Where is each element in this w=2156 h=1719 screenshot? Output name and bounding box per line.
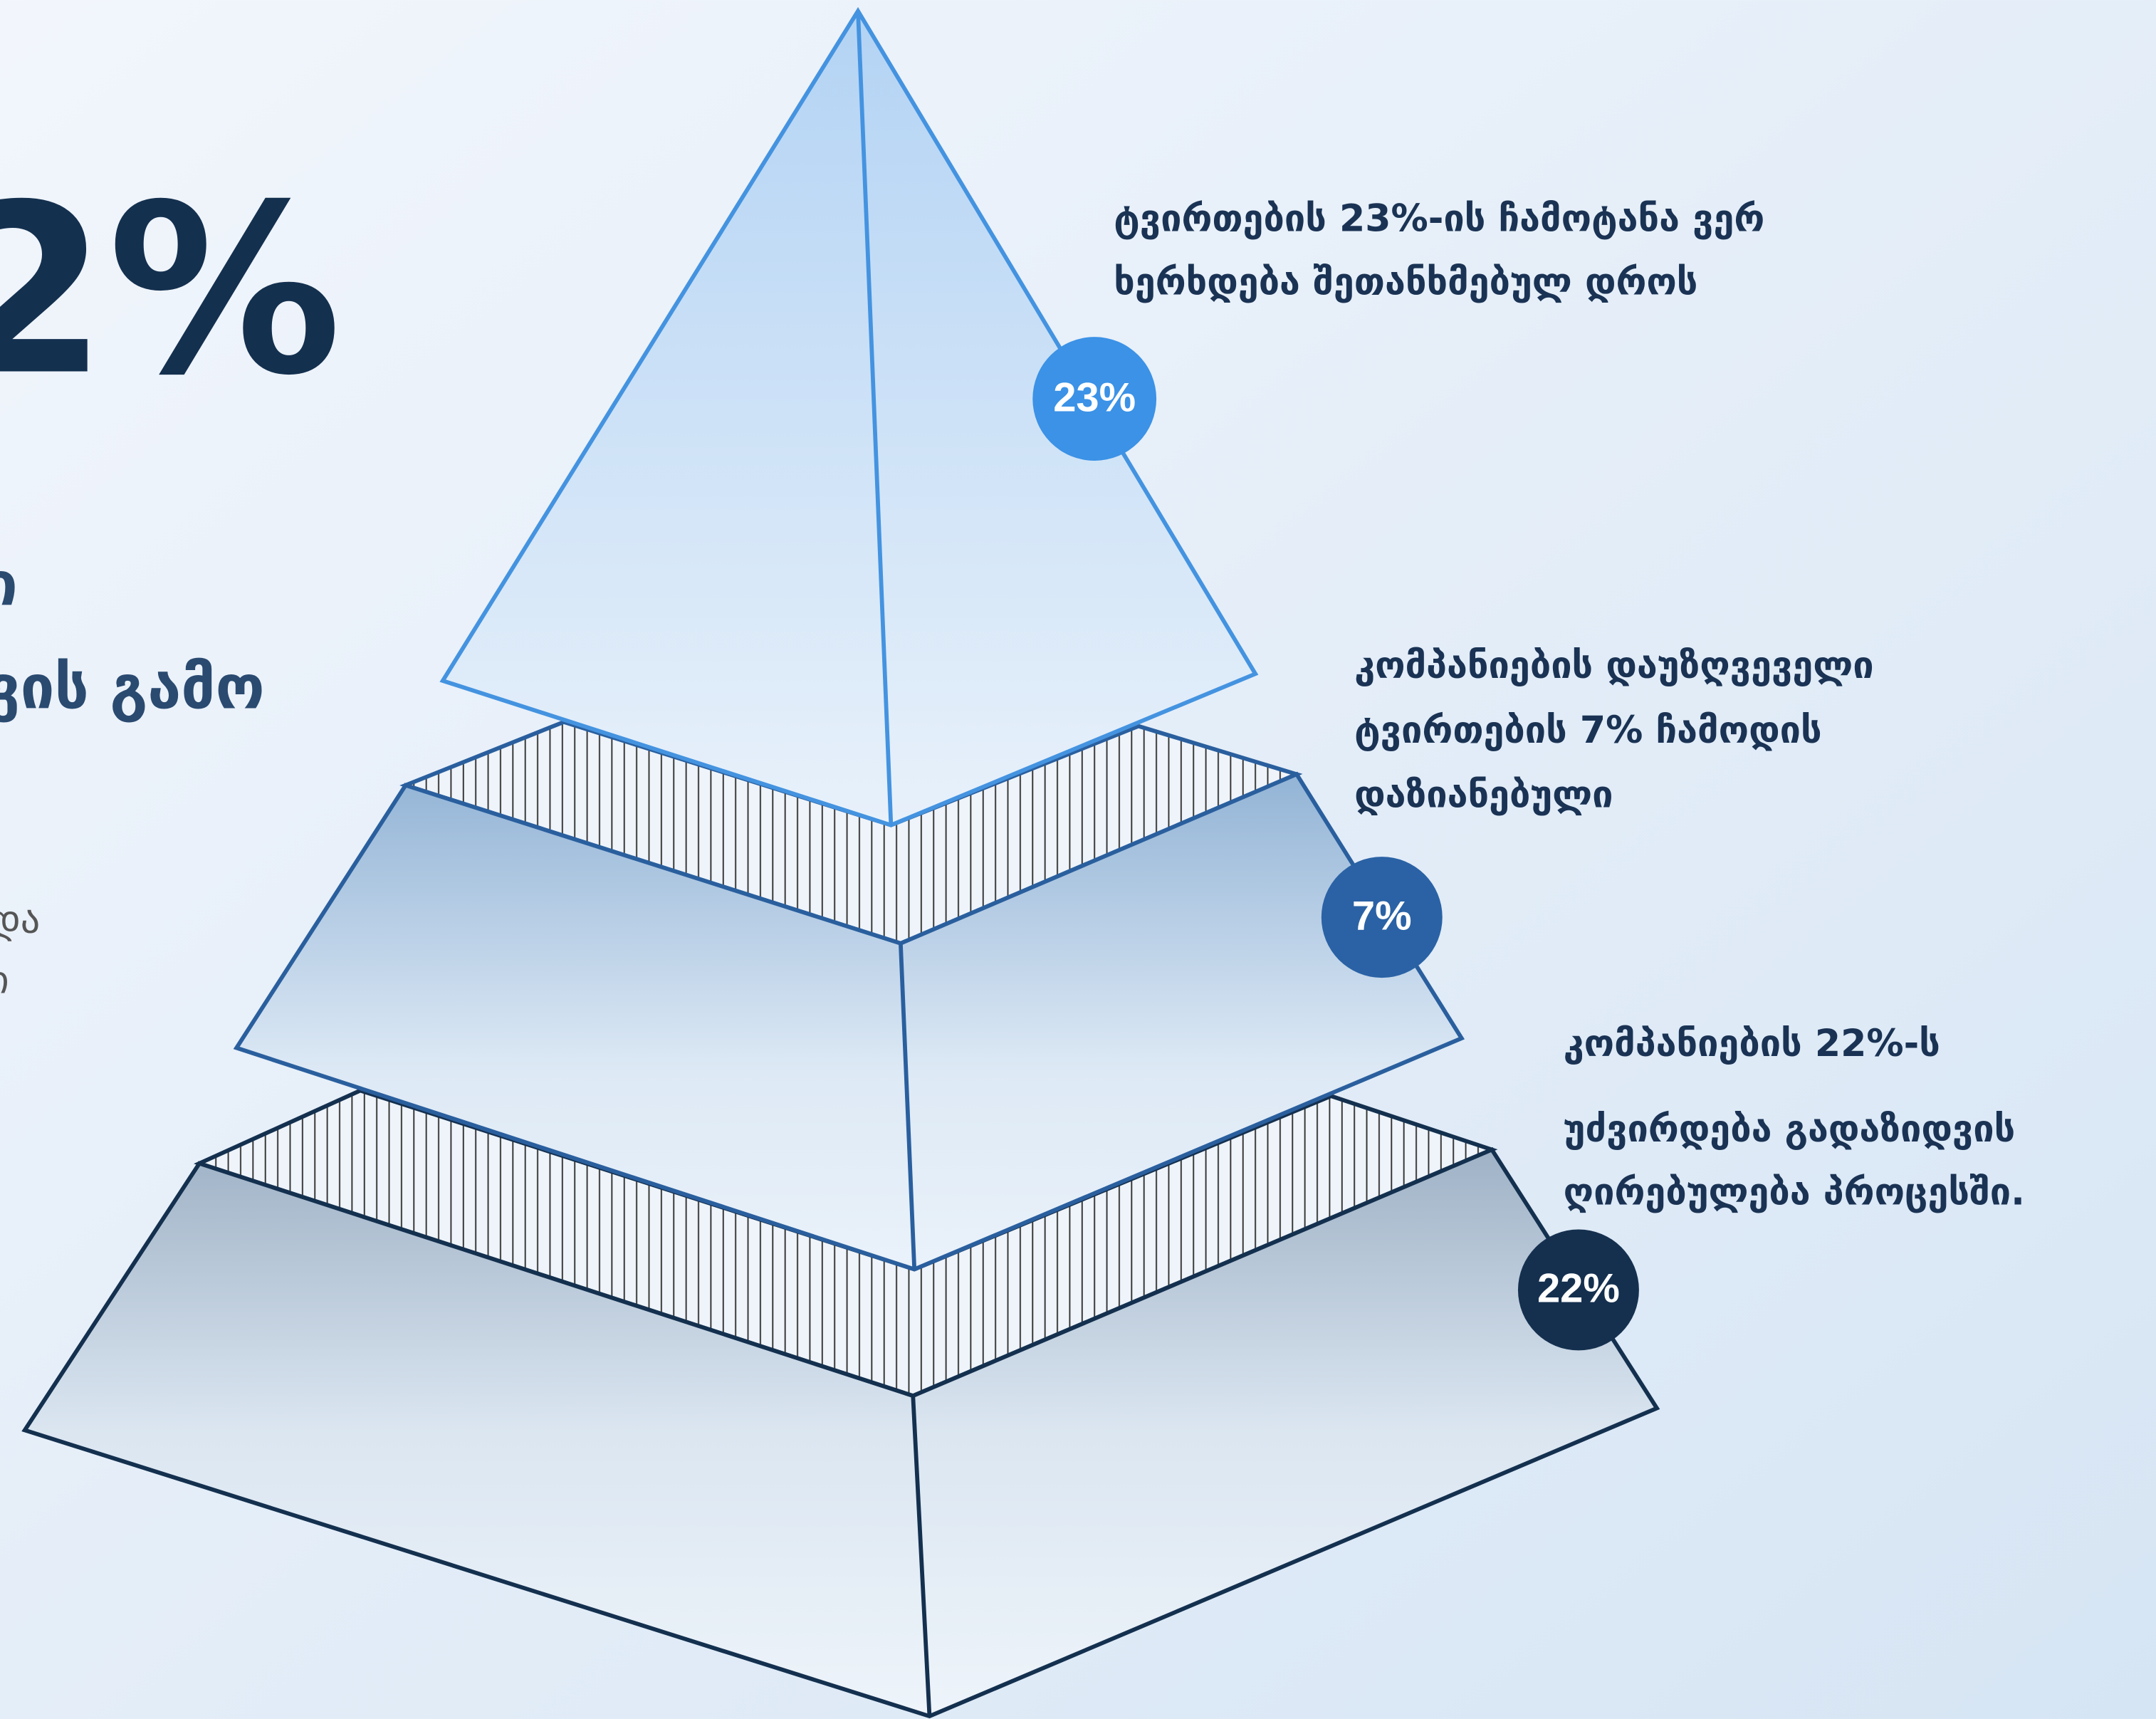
- badge-label: 23%: [1053, 375, 1136, 420]
- label-line: ტვირთების 23%-ის ჩამოტანა ვერ: [1114, 197, 1764, 240]
- label-line: ხერხდება შეთანხმებულ დროს: [1114, 261, 1697, 303]
- page: 2% ი ვის გამო და ი 23% 7% 22% ტვირთების …: [0, 0, 2156, 1719]
- label-line: უძვირდება გადაზიდვის: [1564, 1108, 2016, 1151]
- label-line: კომპანიების 22%-ს: [1564, 1023, 1940, 1065]
- infographic: 2% ი ვის გამო და ი 23% 7% 22% ტვირთების …: [0, 0, 2156, 1719]
- fragment: ი: [0, 957, 9, 1002]
- fragment: ვის გამო: [0, 653, 265, 723]
- badge-label: 7%: [1352, 893, 1412, 939]
- label-line: დაზიანებული: [1354, 774, 1613, 817]
- badge-label: 22%: [1537, 1266, 1620, 1312]
- label-line: ღირებულება პროცესში.: [1564, 1171, 2025, 1214]
- label-line: ტვირთების 7% ჩამოდის: [1354, 709, 1821, 752]
- big-number: 2%: [0, 155, 342, 427]
- fragment: ი: [0, 550, 18, 620]
- label-line: კომპანიების დაუზღვეველი: [1354, 644, 1874, 687]
- fragment: და: [0, 897, 40, 941]
